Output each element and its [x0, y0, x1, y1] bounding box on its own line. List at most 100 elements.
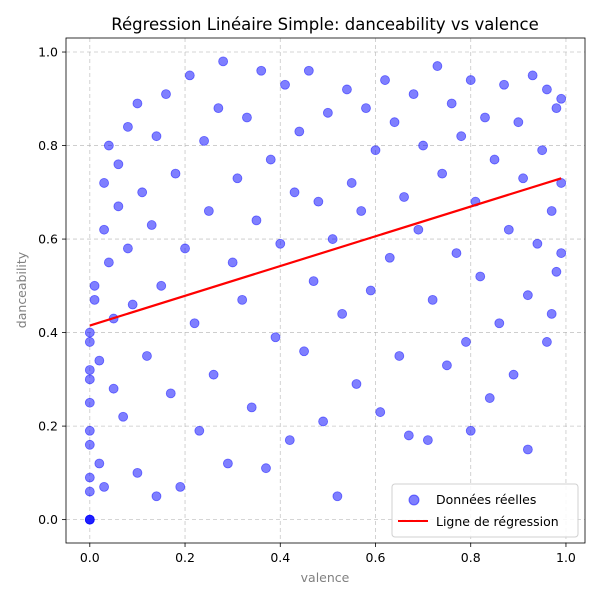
data-point: [413, 224, 424, 235]
data-point: [142, 351, 152, 361]
x-tick-label: 0.8: [461, 550, 481, 565]
data-point: [370, 145, 381, 156]
data-point: [113, 201, 124, 212]
data-point: [461, 337, 471, 347]
data-point: [232, 173, 243, 184]
data-point: [280, 79, 290, 90]
data-point: [99, 178, 109, 188]
data-point: [103, 140, 114, 151]
data-point: [94, 458, 105, 469]
x-tick-label: 0.0: [80, 550, 100, 565]
data-point: [84, 365, 95, 375]
y-tick-label: 0.6: [38, 232, 58, 247]
axis-ticks: 0.0 0.2 0.4 0.6 0.8 1.0 0.0 0.2 0.4 0.6 0.8 1.0: [38, 45, 576, 565]
data-point: [527, 70, 538, 81]
data-point: [270, 332, 281, 343]
data-point: [327, 234, 338, 244]
data-point: [180, 243, 190, 254]
data-point: [427, 294, 438, 305]
data-point: [242, 112, 252, 123]
data-point: [465, 75, 476, 85]
data-point: [484, 393, 495, 403]
regression-line: [89, 177, 562, 327]
data-point: [84, 439, 95, 450]
data-point: [384, 252, 395, 263]
data-point: [137, 187, 148, 198]
data-point: [99, 224, 109, 235]
data-point: [451, 248, 462, 258]
data-point: [84, 472, 95, 483]
data-point: [456, 131, 467, 142]
data-point: [84, 327, 95, 338]
legend: Données réelles Ligne de régression: [391, 483, 579, 538]
y-tick-label: 0.2: [38, 419, 58, 434]
data-point: [165, 388, 176, 399]
data-point: [222, 458, 233, 469]
grid: [66, 38, 585, 543]
data-point: [389, 117, 400, 128]
data-point: [356, 206, 367, 216]
data-point: [494, 318, 505, 329]
data-point: [84, 374, 95, 385]
data-point: [94, 355, 105, 366]
data-point: [256, 65, 267, 76]
data-point: [518, 173, 529, 184]
data-point: [551, 266, 562, 277]
data-point: [103, 257, 114, 268]
data-point: [422, 435, 433, 446]
data-point: [546, 206, 557, 216]
x-axis-label: valence: [301, 570, 350, 585]
legend-box: [391, 483, 579, 538]
data-point: [161, 89, 171, 100]
data-point: [146, 220, 157, 230]
data-point: [489, 154, 500, 165]
data-point: [203, 206, 214, 216]
data-point: [84, 397, 95, 408]
y-axis-label: danceability: [14, 251, 29, 328]
data-point: [108, 383, 119, 394]
data-point: [346, 178, 357, 188]
data-point: [508, 369, 519, 380]
data-point: [265, 154, 276, 165]
data-point: [89, 280, 100, 291]
data-point: [84, 486, 95, 497]
data-point: [184, 70, 195, 81]
data-point: [151, 491, 162, 502]
data-point: [513, 117, 524, 128]
data-point: [480, 112, 490, 123]
data-point: [318, 416, 329, 427]
data-point: [399, 192, 409, 202]
data-point: [218, 56, 229, 67]
data-point: [556, 93, 567, 104]
data-point: [446, 98, 457, 109]
data-point: [113, 159, 124, 170]
legend-label-data: Données réelles: [436, 492, 536, 507]
data-point: [118, 411, 129, 422]
data-point: [303, 65, 314, 76]
data-point: [361, 103, 371, 114]
data-point: [442, 360, 452, 371]
data-point: [322, 107, 333, 118]
scatter-points: [84, 56, 567, 525]
x-tick-label: 1.0: [556, 550, 576, 565]
data-point: [199, 135, 209, 146]
data-point: [194, 425, 205, 436]
data-point: [537, 145, 548, 156]
data-point: [84, 514, 95, 525]
data-point: [299, 346, 309, 357]
data-point: [365, 285, 376, 296]
data-point: [84, 337, 95, 347]
data-point: [99, 481, 109, 492]
data-point: [503, 224, 514, 235]
data-point: [522, 290, 533, 301]
data-point: [542, 337, 552, 347]
data-point: [332, 491, 343, 502]
data-point: [284, 435, 295, 446]
data-point: [551, 103, 562, 114]
data-point: [375, 407, 386, 417]
data-point: [251, 215, 262, 226]
data-point: [403, 430, 414, 441]
data-point: [275, 238, 286, 249]
x-tick-label: 0.6: [366, 550, 386, 565]
data-point: [351, 379, 362, 389]
